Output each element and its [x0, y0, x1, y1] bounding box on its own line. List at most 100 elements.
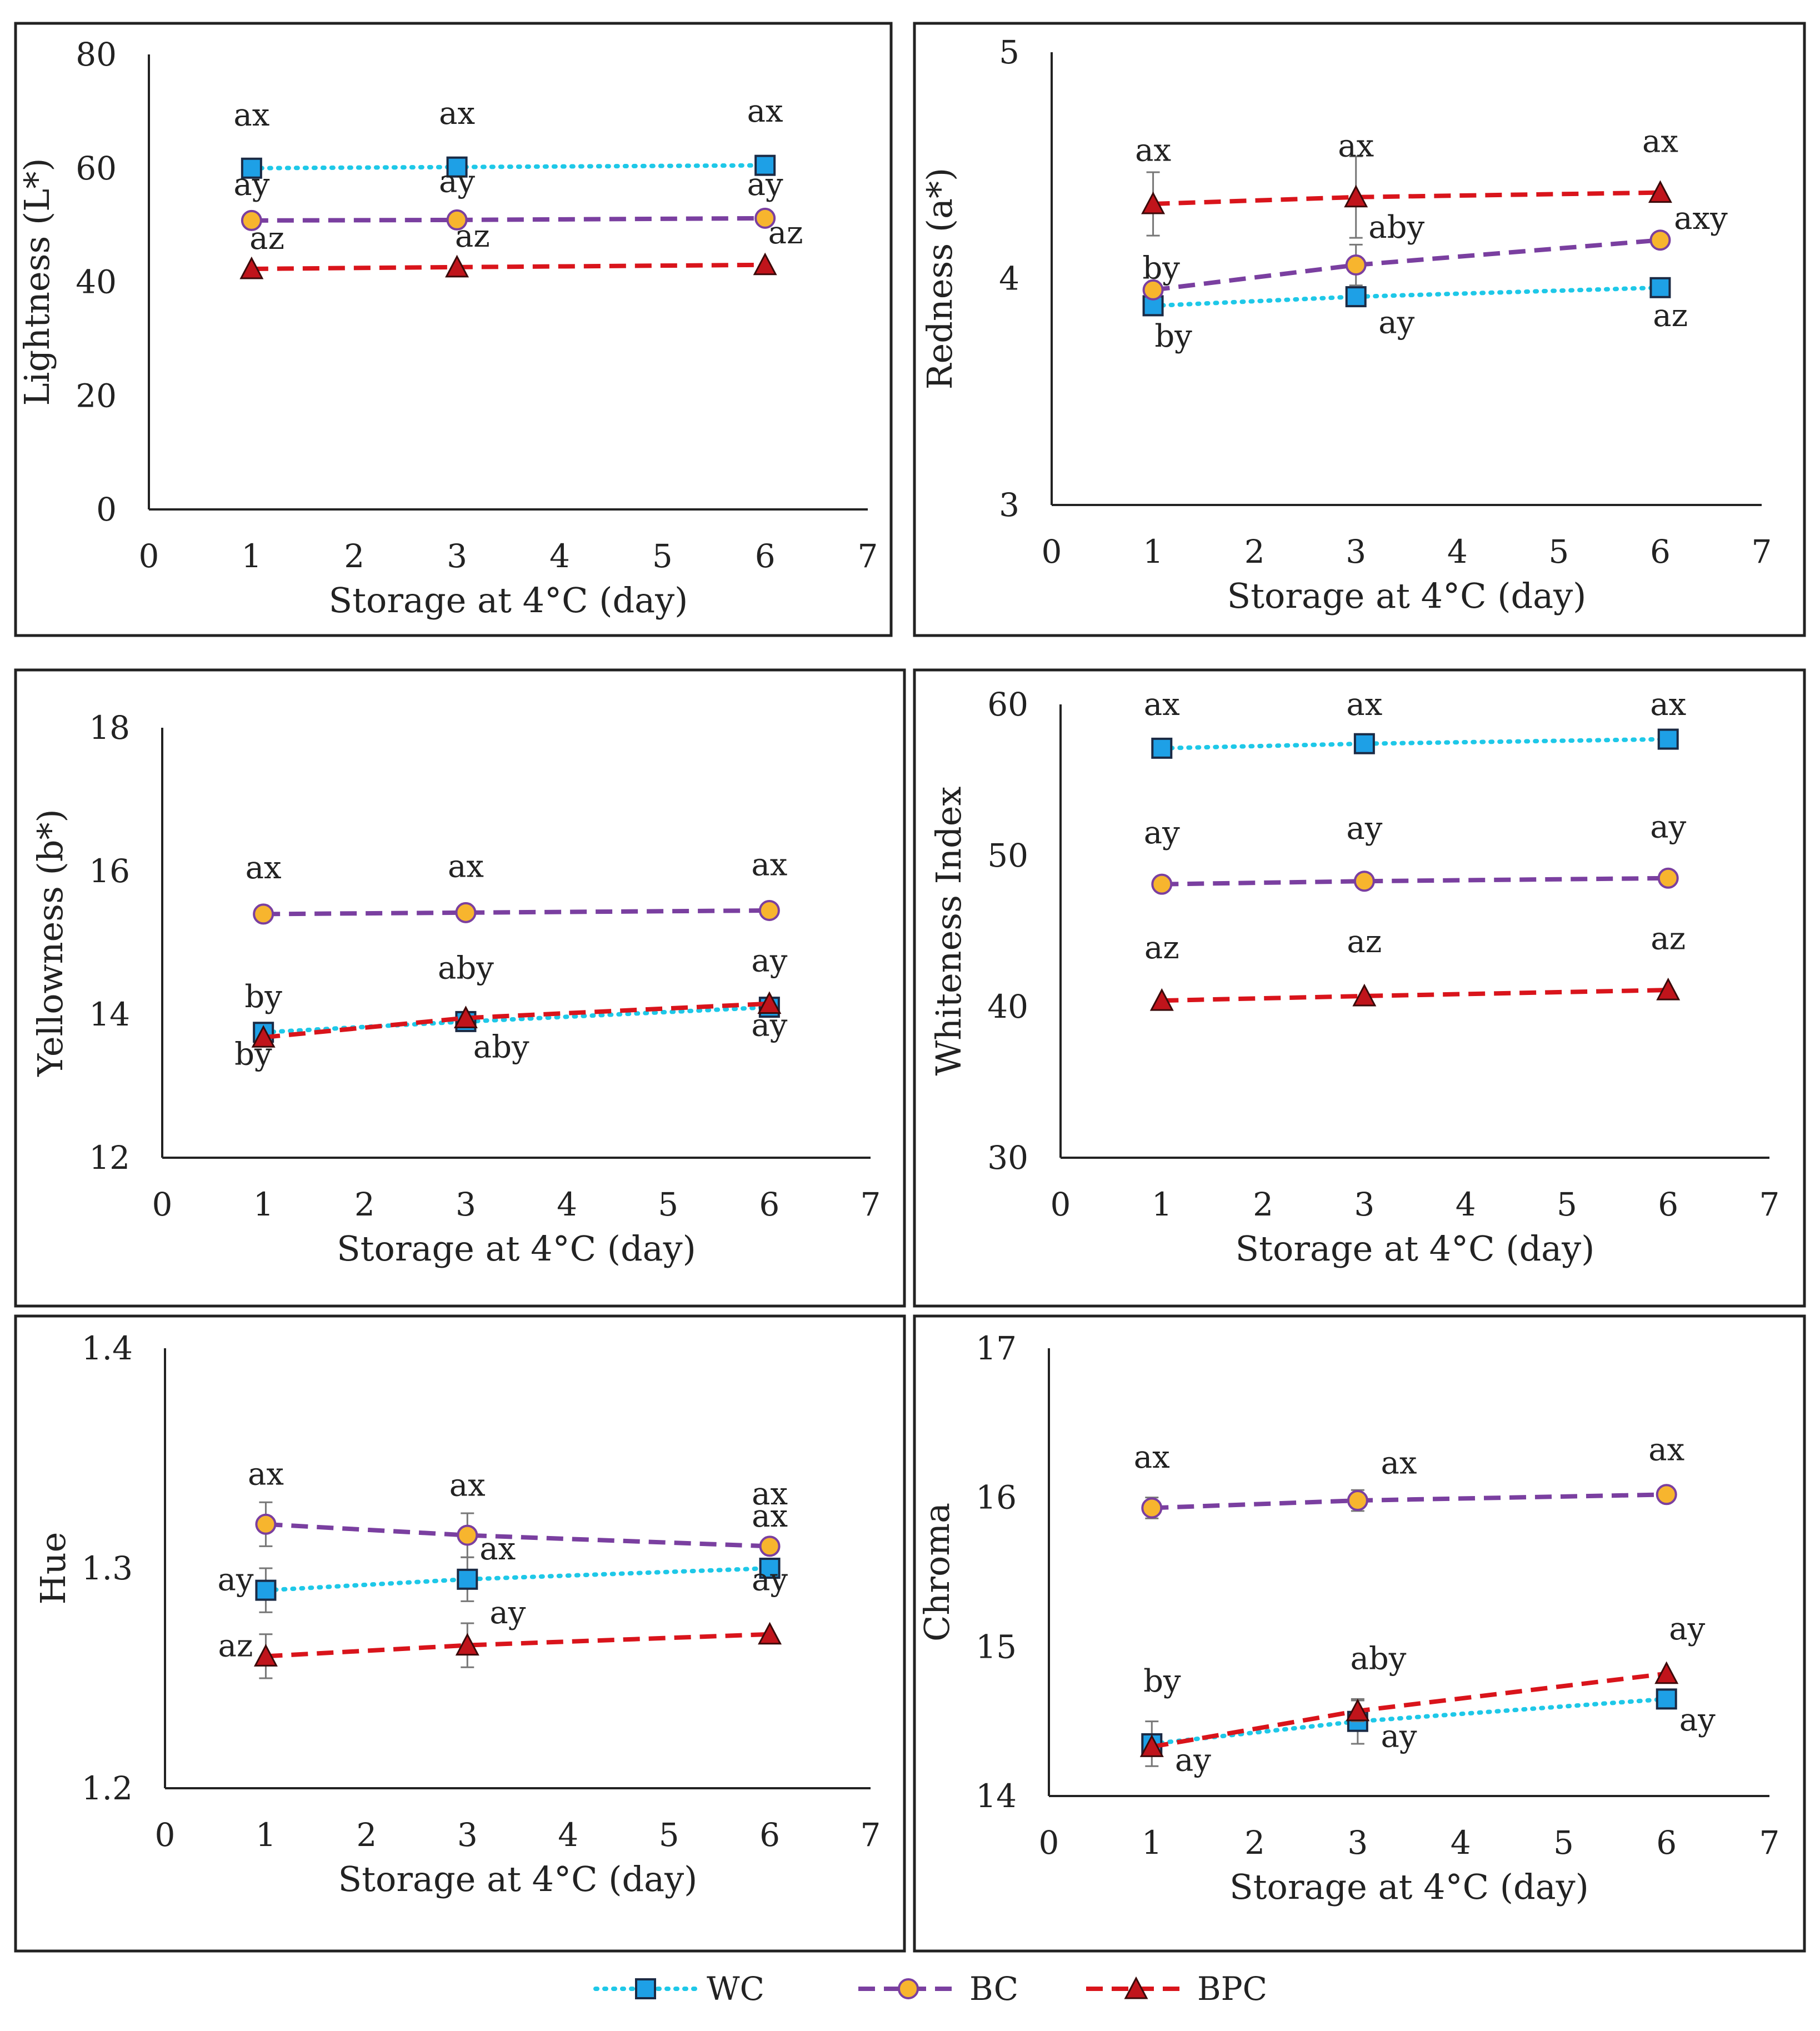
x-tick-label: 6	[1658, 1185, 1678, 1223]
x-tick-label: 1	[241, 537, 262, 575]
significance-label: ay	[217, 1562, 253, 1598]
data-point-bc	[457, 1524, 478, 1546]
x-tick-label: 2	[1244, 1824, 1265, 1862]
legend-label: BC	[969, 1970, 1018, 2008]
significance-label: ax	[1134, 1439, 1170, 1475]
y-axis-title: Yellowness (b*)	[30, 809, 71, 1077]
significance-label: ay	[1175, 1742, 1211, 1778]
series-line-bc	[251, 216, 766, 223]
x-axis-title: Storage at 4°C (day)	[1227, 576, 1587, 616]
series-line-bc	[1152, 1492, 1667, 1510]
data-point-bc	[1656, 1484, 1677, 1505]
data-point-wc	[759, 1558, 781, 1579]
significance-label: ay	[1144, 815, 1180, 851]
data-point-wc	[446, 156, 468, 178]
series-bpc	[253, 1622, 782, 1679]
significance-label: ax	[1144, 687, 1180, 723]
data-point-bpc	[445, 254, 469, 278]
legend-marker	[898, 1978, 919, 1999]
x-tick-label: 2	[1253, 1185, 1273, 1223]
chart-panel-5-hue: 0 1 2 3 4 5 6 7 1.2 1.3 1.4 Storage at 4°C (day) Hue…	[14, 1314, 906, 1953]
data-point-bpc	[1352, 983, 1377, 1007]
data-point-bpc	[251, 1025, 276, 1048]
x-tick-label: 1	[1152, 1185, 1172, 1223]
significance-label: ax	[479, 1531, 516, 1567]
x-tick-label: 3	[447, 537, 467, 575]
x-axis-title: Storage at 4°C (day)	[329, 580, 688, 621]
series-wc	[255, 1556, 781, 1613]
data-point-wc	[754, 154, 776, 176]
significance-label: ax	[1642, 123, 1678, 159]
series-bc	[253, 899, 780, 925]
panel-border	[14, 668, 906, 1308]
significance-label: ax	[751, 847, 787, 883]
x-tick-label: 0	[155, 1816, 176, 1854]
data-point-bpc	[757, 991, 782, 1014]
significance-label: ax	[448, 848, 484, 884]
legend-label: WC	[707, 1970, 764, 2008]
y-axis-title: Redness (a*)	[919, 168, 960, 389]
y-tick-label: 12	[89, 1139, 130, 1177]
data-point-bpc	[1656, 977, 1681, 1001]
x-tick-label: 3	[1346, 533, 1366, 571]
data-point-bc	[1347, 1490, 1368, 1512]
significance-label: axy	[1674, 201, 1728, 237]
significance-label: ay	[751, 1008, 787, 1044]
data-point-bpc	[239, 256, 264, 279]
data-point-bc	[455, 902, 477, 923]
significance-label: ay	[752, 1562, 788, 1598]
data-point-bc	[446, 209, 468, 231]
significance-label: ax	[1648, 1432, 1684, 1468]
data-point-bpc	[758, 1622, 782, 1645]
data-point-bc	[253, 903, 274, 925]
y-tick-label: 60	[76, 149, 117, 187]
significance-label: by	[1154, 318, 1192, 354]
significance-label: ax	[233, 97, 269, 133]
data-point-bpc	[455, 1633, 479, 1656]
significance-label: az	[249, 221, 284, 257]
x-tick-label: 5	[1557, 1185, 1577, 1223]
significance-label: ax	[752, 1498, 788, 1534]
data-point-bpc	[1346, 1698, 1370, 1722]
y-tick-label: 16	[89, 852, 130, 890]
y-tick-label: 5	[999, 33, 1019, 71]
series-line-wc	[263, 1566, 772, 1593]
data-point-wc	[1151, 737, 1173, 759]
significance-label: az	[1653, 298, 1688, 334]
x-tick-label: 2	[354, 1185, 375, 1223]
data-point-bc	[1142, 279, 1164, 301]
y-axis-title: Chroma	[917, 1503, 957, 1642]
x-tick-label: 4	[549, 537, 570, 575]
x-tick-label: 2	[356, 1816, 377, 1854]
data-point-wc	[1353, 733, 1375, 754]
x-tick-label: 2	[344, 537, 364, 575]
chart-panel-6-chroma: 0 1 2 3 4 5 6 7 14 15 16 17 Storage at 4°C (day) Chro…	[913, 1314, 1806, 1953]
significance-label: ay	[439, 164, 475, 200]
series-line-bc	[1153, 238, 1661, 292]
y-tick-label: 15	[976, 1628, 1017, 1665]
panel-border	[14, 1314, 906, 1953]
data-point-bc	[1345, 254, 1367, 276]
y-tick-label: 14	[89, 996, 130, 1033]
legend-item-wc: WC	[593, 1970, 764, 2008]
panel-border	[913, 668, 1806, 1308]
x-tick-label: 6	[755, 537, 776, 575]
significance-label: ay	[1346, 811, 1382, 847]
x-tick-label: 5	[659, 1816, 679, 1854]
significance-label: ax	[1338, 128, 1374, 164]
series-bpc	[1149, 977, 1681, 1011]
data-point-wc	[241, 157, 262, 179]
x-tick-label: 5	[1548, 533, 1569, 571]
x-tick-label: 7	[858, 537, 878, 575]
series-wc	[1142, 277, 1671, 317]
data-point-bc	[1141, 1497, 1163, 1519]
y-tick-label: 17	[976, 1329, 1017, 1367]
y-tick-label: 14	[976, 1777, 1017, 1815]
x-tick-label: 3	[456, 1185, 476, 1223]
legend-marker	[635, 1978, 656, 1999]
y-tick-label: 0	[96, 491, 117, 528]
series-line-bc	[266, 1522, 770, 1549]
significance-label: ay	[489, 1595, 526, 1631]
series-bc	[1151, 867, 1679, 895]
